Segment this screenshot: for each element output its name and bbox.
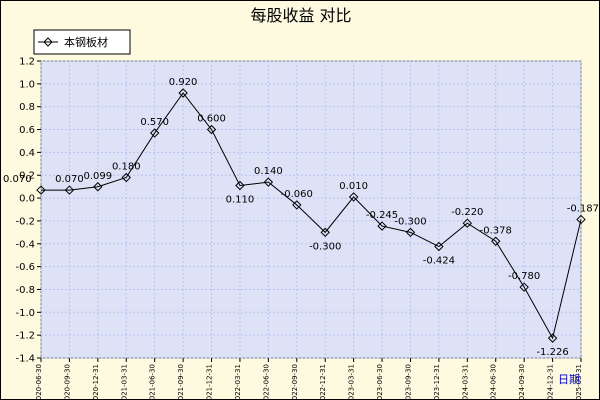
chart-title: 每股收益 对比: [250, 6, 351, 25]
x-tick-label: 2021-12-31: [206, 364, 214, 399]
data-label: 0.920: [169, 77, 198, 88]
data-point: [405, 227, 416, 238]
data-point: [576, 214, 586, 225]
series-line: [41, 92, 582, 340]
x-tick-label: 2023-09-30: [404, 364, 412, 399]
x-axis-ticks: 2020-06-30 2020-09-30 2020-12-31 2021-03-31…: [35, 358, 583, 399]
y-tick-label: -0.4: [15, 239, 35, 250]
y-tick-label: 0.2: [19, 171, 35, 182]
data-label: -0.300: [309, 241, 341, 252]
x-tick-label: 2023-12-31: [433, 364, 441, 399]
data-point: [462, 218, 473, 228]
data-point: [206, 124, 217, 135]
x-tick-label: 2021-03-31: [120, 364, 128, 399]
y-tick-label: 1.0: [19, 79, 35, 90]
data-label: -0.187: [567, 203, 599, 214]
data-point: [377, 221, 387, 231]
data-labels: 0.070 0.070 0.0990.1800.5700.9200.6000.110…: [3, 77, 599, 358]
x-tick-label: 2025-03-31: [575, 364, 583, 399]
data-point: [121, 172, 131, 183]
x-tick-label: 2021-09-30: [177, 364, 185, 399]
data-point: [519, 282, 529, 292]
data-label: 0.110: [226, 195, 255, 206]
x-tick-label: 2024-09-30: [518, 364, 526, 399]
plot-area: [40, 60, 582, 359]
data-label: -0.424: [423, 256, 455, 267]
grid-lines: [40, 60, 582, 359]
data-point: [292, 200, 302, 210]
data-label: 0.570: [140, 117, 169, 128]
x-tick-label: 2020-12-31: [92, 364, 100, 399]
data-label: 0.600: [197, 114, 226, 125]
y-tick-label: 0.4: [19, 148, 35, 159]
x-tick-label: 2024-12-31: [547, 364, 555, 399]
x-tick-label: 2020-06-30: [35, 364, 43, 399]
y-tick-label: 0.6: [19, 125, 35, 136]
x-tick-label: 2021-06-30: [149, 364, 157, 399]
data-label: 0.070: [55, 174, 84, 185]
diamond-marker-icon: [43, 37, 53, 47]
data-point: [263, 177, 274, 187]
data-point: [178, 88, 188, 98]
x-tick-label: 2023-03-31: [348, 364, 356, 399]
legend: 本钢板材: [33, 29, 131, 55]
y-tick-label: -1.2: [15, 331, 35, 342]
x-tick-label: 2024-06-30: [490, 364, 498, 399]
data-label: 0.140: [254, 166, 283, 177]
data-point: [547, 333, 558, 343]
y-tick-label: 0.8: [19, 102, 35, 113]
y-tick-label: -0.8: [15, 285, 35, 296]
data-label: 0.010: [339, 181, 368, 192]
data-point: [434, 241, 444, 252]
x-tick-label: 2022-03-31: [234, 364, 242, 399]
x-tick-label: 2023-06-30: [376, 364, 384, 399]
data-point: [320, 227, 330, 238]
data-label: 0.180: [112, 162, 141, 173]
legend-entry-label: 本钢板材: [64, 35, 108, 49]
data-label: -0.060: [281, 189, 313, 200]
data-label: 0.099: [84, 171, 113, 182]
data-label: 0.070: [3, 174, 32, 185]
x-axis-label: 日期: [558, 373, 580, 386]
data-point: [36, 185, 46, 195]
x-tick-label: 2022-12-31: [319, 364, 327, 399]
x-tick-label: 2022-06-30: [262, 364, 270, 399]
y-tick-label: -1.0: [15, 308, 35, 319]
x-tick-label: 2020-09-30: [63, 364, 71, 399]
y-tick-label: -0.6: [15, 262, 35, 273]
y-axis-ticks: -1.4 -1.2 -1.0 -0.8 -0.6 -0.4 -0.2 0.0 0.2 0.4 0.6…: [15, 57, 41, 365]
data-label: -0.780: [508, 271, 540, 282]
data-label: -0.220: [451, 207, 483, 218]
series-points: [36, 88, 586, 343]
data-point: [64, 185, 75, 195]
data-label: -0.378: [480, 225, 512, 236]
y-tick-label: -0.2: [15, 216, 35, 227]
data-label: -0.245: [366, 210, 398, 221]
x-tick-label: 2024-03-31: [461, 364, 469, 399]
data-point: [93, 182, 103, 192]
data-point: [149, 128, 160, 138]
data-point: [491, 236, 501, 246]
x-tick-label: 2022-09-30: [291, 364, 299, 399]
series-lines: [41, 92, 582, 340]
data-label: -0.300: [394, 216, 426, 227]
data-point: [348, 192, 359, 202]
y-tick-label: 0.0: [19, 194, 35, 205]
y-tick-label: 1.2: [19, 57, 35, 68]
data-label: -1.226: [536, 347, 568, 358]
data-point: [235, 180, 245, 191]
y-tick-label: -1.4: [15, 354, 35, 365]
